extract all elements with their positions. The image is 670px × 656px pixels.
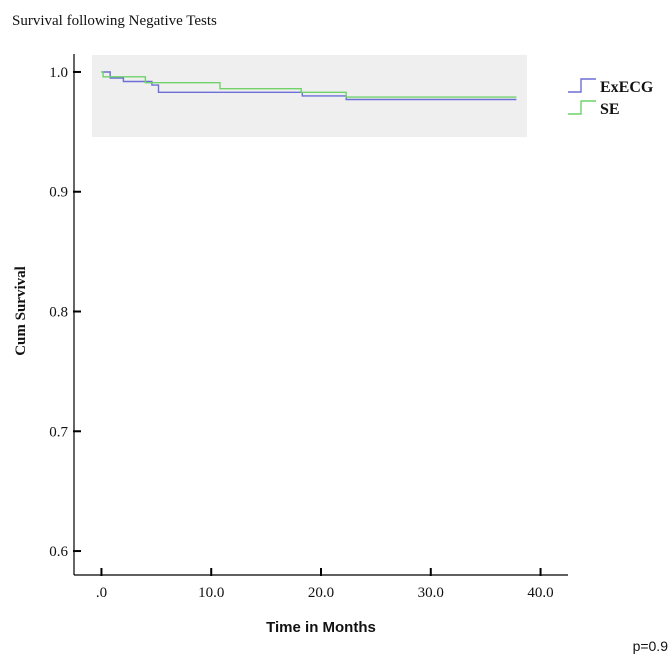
y-tick-label: 1.0 (49, 65, 68, 81)
series-line-execg (101, 71, 517, 101)
x-axis-label: Time in Months (266, 619, 376, 636)
legend-swatch (568, 78, 596, 93)
y-tick-label: 0.6 (49, 544, 68, 560)
series-layer (101, 71, 517, 101)
chart-title: Survival following Negative Tests (12, 13, 217, 29)
y-tick-label: 0.8 (49, 305, 68, 321)
legend-swatch (568, 100, 596, 115)
legend: ExECG SE (568, 78, 654, 118)
legend-item-se: SE (568, 100, 620, 118)
legend-label: ExECG (600, 79, 654, 96)
tick-labels: 0.6 0.7 0.8 0.9 1.0 .0 10.0 20.0 30.0 40.0 (49, 65, 553, 601)
x-tick-label: 10.0 (198, 585, 224, 601)
p-value-annotation: p=0.9 (633, 638, 669, 654)
x-tick-label: .0 (96, 585, 107, 601)
legend-item-execg: ExECG (568, 78, 654, 96)
series-line-se (101, 71, 517, 98)
x-tick-label: 20.0 (308, 585, 334, 601)
y-tick-label: 0.9 (49, 185, 68, 201)
axes (73, 54, 568, 576)
x-tick-label: 30.0 (418, 585, 444, 601)
y-tick-label: 0.7 (49, 424, 68, 440)
y-axis-label: Cum Survival (13, 266, 29, 356)
legend-label: SE (600, 101, 620, 118)
x-tick-label: 40.0 (527, 585, 553, 601)
